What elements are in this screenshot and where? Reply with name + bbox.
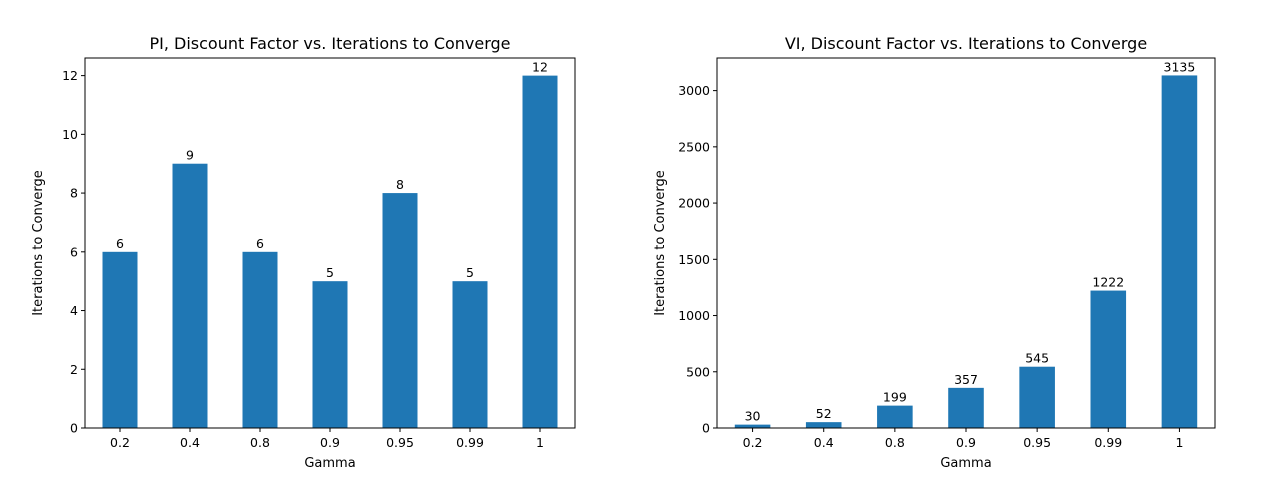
bar-value-label: 12 (532, 60, 548, 75)
x-tick-label: 0.8 (885, 435, 905, 450)
chart-title: VI, Discount Factor vs. Iterations to Co… (785, 34, 1147, 53)
x-tick-label: 0.8 (250, 435, 270, 450)
y-tick-label: 4 (70, 303, 78, 318)
y-tick-label: 2500 (678, 139, 710, 154)
x-axis-label: Gamma (940, 456, 991, 471)
y-tick-label: 2 (70, 362, 78, 377)
bar-0.4 (172, 163, 208, 428)
bar-0.99 (1090, 290, 1127, 428)
y-tick-label: 1500 (678, 252, 710, 267)
x-tick-label: 0.9 (320, 435, 340, 450)
x-tick-label: 1 (1175, 435, 1183, 450)
bar-value-label: 30 (745, 409, 761, 424)
bar-value-label: 52 (816, 406, 832, 421)
bar-value-label: 1222 (1092, 275, 1124, 290)
bar-value-label: 5 (326, 265, 334, 280)
y-tick-label: 1000 (678, 308, 710, 323)
bar-value-label: 545 (1025, 351, 1049, 366)
x-tick-label: 0.4 (814, 435, 834, 450)
bar-value-label: 6 (116, 236, 124, 251)
y-tick-label: 12 (62, 68, 78, 83)
bar-0.9 (948, 387, 984, 428)
bar-1 (522, 75, 558, 428)
bar-0.8 (877, 405, 913, 428)
x-tick-label: 0.9 (956, 435, 976, 450)
x-tick-label: 0.99 (1094, 435, 1122, 450)
bar-value-label: 3135 (1164, 59, 1196, 74)
bar-0.2 (102, 251, 138, 428)
bar-value-label: 5 (466, 265, 474, 280)
y-tick-label: 8 (70, 186, 78, 201)
bar-0.4 (805, 422, 842, 428)
y-tick-label: 6 (70, 244, 78, 259)
bar-0.95 (382, 193, 418, 428)
bar-1 (1161, 75, 1198, 428)
x-tick-label: 0.2 (743, 435, 763, 450)
bar-value-label: 6 (256, 236, 264, 251)
bar-0.99 (452, 281, 488, 428)
x-tick-label: 0.99 (456, 435, 484, 450)
x-tick-label: 0.95 (1023, 435, 1051, 450)
x-tick-label: 0.95 (386, 435, 414, 450)
axes-frame (84, 57, 576, 429)
bar-0.8 (242, 251, 278, 428)
chart-vi: VI, Discount Factor vs. Iterations to Co… (653, 34, 1216, 471)
y-tick-label: 3000 (678, 83, 710, 98)
x-tick-label: 0.2 (110, 435, 130, 450)
bar-0.9 (312, 281, 348, 428)
y-axis-label: Iterations to Converge (31, 170, 46, 316)
bar-value-label: 8 (396, 177, 404, 192)
axes-frame (716, 57, 1216, 429)
x-tick-label: 0.4 (180, 435, 200, 450)
bar-value-label: 357 (954, 372, 978, 387)
y-axis-label: Iterations to Converge (653, 170, 668, 316)
bar-value-label: 9 (186, 148, 194, 163)
x-tick-label: 1 (536, 435, 544, 450)
x-axis-label: Gamma (304, 456, 355, 471)
bar-value-label: 199 (883, 390, 907, 405)
chart-title: PI, Discount Factor vs. Iterations to Co… (149, 34, 510, 53)
y-tick-label: 0 (70, 421, 78, 436)
y-tick-label: 500 (686, 364, 710, 379)
y-tick-label: 2000 (678, 196, 710, 211)
y-tick-label: 0 (702, 421, 710, 436)
bar-0.95 (1019, 366, 1055, 428)
chart-pi: PI, Discount Factor vs. Iterations to Co… (31, 34, 576, 471)
bar-0.2 (734, 424, 771, 428)
y-tick-label: 10 (62, 127, 78, 142)
